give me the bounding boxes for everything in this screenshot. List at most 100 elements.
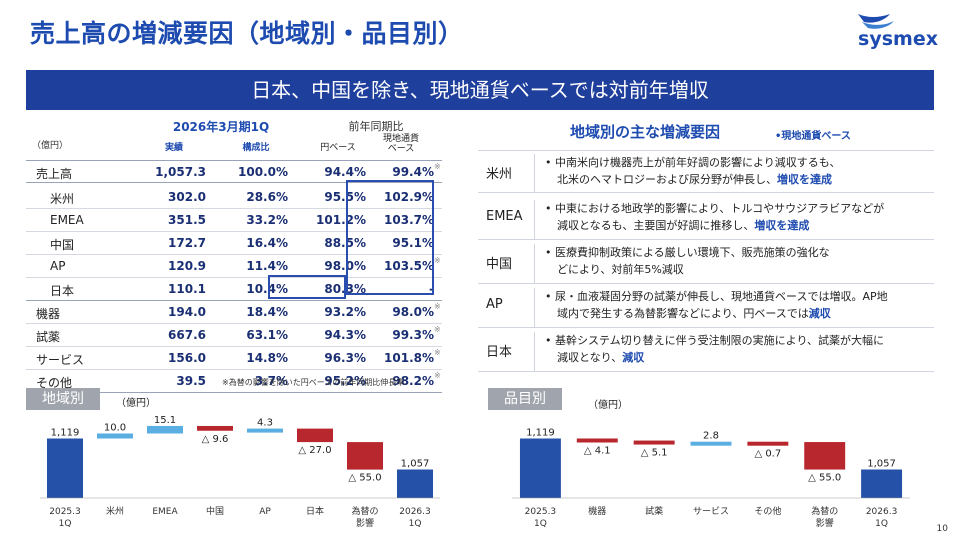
waterfall-bar xyxy=(397,469,433,498)
table-row: 機器 194.0 18.4% 93.2% 98.0% ※ xyxy=(26,301,442,324)
desc-line1: 基幹システム切り替えに伴う受注制限の実施により、試薬が大幅に xyxy=(555,334,885,347)
row-share: 28.6% xyxy=(246,190,288,204)
desc-line2: 北米のヘマトロジーおよび尿分野が伸長し、 xyxy=(557,173,777,186)
table-row: 中国 172.7 16.4% 88.5% 95.1% xyxy=(26,232,442,255)
regional-row: 米州 • 中南米向け機器売上が前年好調の影響により減収するも、 北米のヘマトロジーお… xyxy=(478,150,934,193)
waterfall-bar xyxy=(47,438,83,498)
row-local: - xyxy=(429,282,434,296)
desc-line1: 医療費抑制政策による厳しい環境下、販売施策の強化な xyxy=(555,246,830,259)
row-jpy: 88.5% xyxy=(324,236,366,250)
x-tick-label: 中国 xyxy=(206,505,224,517)
x-tick-label: 米州 xyxy=(106,505,124,517)
x-tick-label: 2025.3 xyxy=(49,507,81,517)
table-note: ※為替の影響を除いた円ベースの前年同期比伸長率 xyxy=(222,378,405,387)
bar-value-label: 1,057 xyxy=(401,459,430,470)
regional-desc: • 中東における地政学的影響により、トルコやサウジアラビアなどが 減収となるも、主… xyxy=(534,200,930,239)
bar-value-label: △ 9.6 xyxy=(202,434,229,445)
desc-emphasis: 減収 xyxy=(808,307,831,320)
row-local: 99.3% xyxy=(392,328,434,342)
x-tick-label: EMEA xyxy=(152,507,178,517)
row-label: 機器 xyxy=(36,307,61,321)
x-tick-label: AP xyxy=(259,507,271,517)
page-number: 10 xyxy=(936,524,948,534)
row-share: 63.1% xyxy=(246,328,288,342)
row-actual: 156.0 xyxy=(168,351,206,365)
row-jpy: 96.3% xyxy=(324,351,366,365)
regional-label: 中国 xyxy=(486,257,513,272)
row-jpy: 93.2% xyxy=(324,305,366,319)
x-tick-label: 2026.3 xyxy=(399,507,431,517)
row-share: 10.4% xyxy=(246,282,288,296)
chart-left-unit: （億円） xyxy=(116,398,156,409)
chart-left-chip: 地域別 xyxy=(26,388,100,410)
row-mark: ※ xyxy=(434,162,441,171)
bar-value-label: 2.8 xyxy=(703,431,719,442)
regional-label: AP xyxy=(486,297,503,312)
x-tick-label: 1Q xyxy=(534,519,547,529)
row-label: 中国 xyxy=(50,238,75,252)
row-label: 米州 xyxy=(50,192,75,206)
row-local: 101.8% xyxy=(384,351,434,365)
row-local: 98.2% xyxy=(392,374,434,388)
row-label: 試薬 xyxy=(36,330,61,344)
waterfall-bar xyxy=(861,469,903,498)
row-label: EMEA xyxy=(50,213,84,227)
page-title: 売上高の増減要因（地域別・品目別） xyxy=(30,19,464,48)
regional-waterfall-chart: 1,119 2025.3 1Q 10.0 米州 15.1 EMEA △ 9.6 中国 4.3 AP △… xyxy=(40,415,440,529)
row-local: 95.1% xyxy=(392,236,434,250)
row-label: サービス xyxy=(36,353,85,367)
desc-line2: 減収となるも、主要国が好調に推移し、 xyxy=(557,219,755,232)
regional-label: EMEA xyxy=(486,209,523,224)
row-local: 103.5% xyxy=(384,259,434,273)
desc-emphasis: 増収を達成 xyxy=(777,173,832,186)
bar-value-label: △ 55.0 xyxy=(348,473,381,484)
regional-row: EMEA • 中東における地政学的影響により、トルコやサウジアラビアなどが 減収とな… xyxy=(478,197,934,240)
regional-desc: • 中南米向け機器売上が前年好調の影響により減収するも、 北米のヘマトロジーおよび… xyxy=(534,154,930,193)
row-local: 102.9% xyxy=(384,190,434,204)
table-row: 売上高 1,057.3 100.0% 94.4% 99.4% ※ xyxy=(26,160,442,183)
desc-emphasis: 増収を達成 xyxy=(754,219,810,232)
row-local: 99.4% xyxy=(392,165,434,179)
col-share: 構成比 xyxy=(242,143,270,153)
row-jpy: 94.3% xyxy=(324,328,366,342)
waterfall-bar xyxy=(804,442,846,470)
col-local: 現地通貨ベース xyxy=(382,134,419,154)
row-label: AP xyxy=(50,259,66,273)
row-mark: ※ xyxy=(434,348,441,357)
bar-value-label: △ 4.1 xyxy=(584,446,611,457)
table-row: EMEA 351.5 33.2% 101.2% 103.7% xyxy=(26,209,442,232)
col-actual: 実績 xyxy=(164,143,183,153)
x-tick-label: 日本 xyxy=(306,505,324,517)
x-tick-label: 2025.3 xyxy=(525,507,557,517)
waterfall-bar xyxy=(297,428,333,443)
regional-title: 地域別の主な増減要因 xyxy=(570,123,721,141)
x-tick-label: 機器 xyxy=(588,505,606,517)
regional-label: 米州 xyxy=(486,167,513,182)
table-row: AP 120.9 11.4% 98.0% 103.5% ※ xyxy=(26,255,442,278)
row-share: 14.8% xyxy=(246,351,288,365)
bar-value-label: △ 5.1 xyxy=(641,448,668,459)
sysmex-logo-icon xyxy=(858,14,894,29)
headline-banner: 日本、中国を除き、現地通貨ベースでは対前年増収 xyxy=(26,70,934,110)
table-row: サービス 156.0 14.8% 96.3% 101.8% ※ xyxy=(26,347,442,370)
regional-desc: • 基幹システム切り替えに伴う受注制限の実施により、試薬が大幅に 減収となり、減収 xyxy=(534,332,930,371)
table-row: 米州 302.0 28.6% 95.5% 102.9% xyxy=(26,186,442,209)
row-mark: ※ xyxy=(434,371,441,380)
regional-row: 日本 • 基幹システム切り替えに伴う受注制限の実施により、試薬が大幅に 減収となり、… xyxy=(478,329,934,372)
waterfall-bar xyxy=(97,433,133,439)
x-tick-label: 影響 xyxy=(816,517,834,529)
row-share: 33.2% xyxy=(246,213,288,227)
x-tick-label: 為替の xyxy=(351,505,378,517)
highlight-japan-box xyxy=(268,275,346,299)
x-tick-label: 為替の xyxy=(811,505,838,517)
desc-line2: 減収となり、 xyxy=(557,351,623,364)
x-tick-label: 1Q xyxy=(875,519,888,529)
table-row: 試薬 667.6 63.1% 94.3% 99.3% ※ xyxy=(26,324,442,347)
bar-value-label: △ 0.7 xyxy=(754,449,781,460)
x-tick-label: 試薬 xyxy=(645,505,663,517)
x-tick-label: サービス xyxy=(693,506,729,517)
row-local: 103.7% xyxy=(384,213,434,227)
table-unit: （億円） xyxy=(32,141,69,151)
x-tick-label: その他 xyxy=(754,505,781,517)
row-jpy: 94.4% xyxy=(324,165,366,179)
